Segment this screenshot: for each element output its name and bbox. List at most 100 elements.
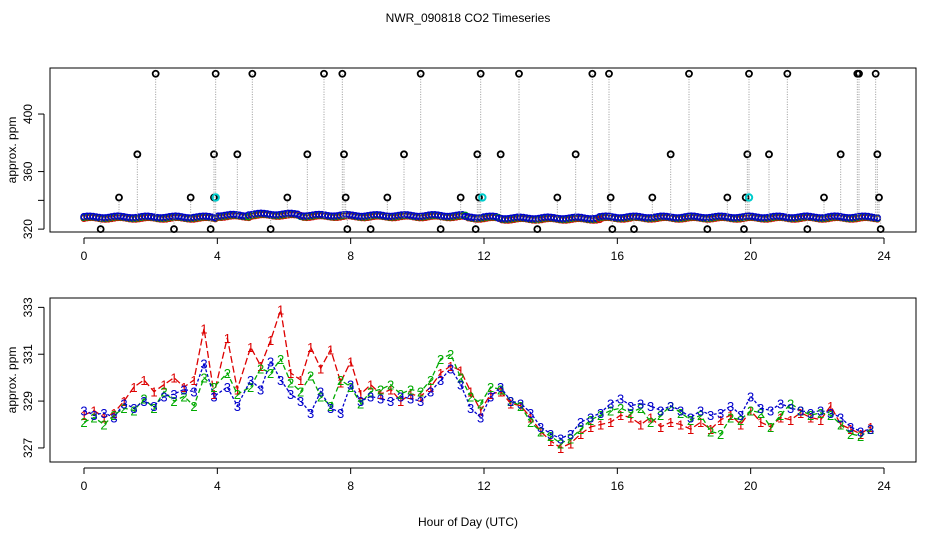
bottom-series-marker-1: 1 — [477, 403, 484, 418]
bottom-series-marker-3: 3 — [210, 389, 217, 404]
top-panel-frame — [49, 67, 917, 233]
bottom-series-marker-2: 2 — [477, 396, 484, 411]
bottom-series-marker-3: 3 — [587, 410, 594, 425]
bottom-series-marker-3: 3 — [277, 373, 284, 388]
bottom-series-marker-3: 3 — [597, 406, 604, 421]
top-outlier-point — [606, 193, 615, 202]
bottom-series-marker-1: 1 — [637, 418, 644, 433]
bottom-series-marker-3: 3 — [234, 399, 241, 414]
bottom-series-marker-2: 2 — [727, 410, 734, 425]
bottom-series-marker-2: 2 — [867, 422, 874, 437]
bottom-series-marker-3: 3 — [120, 396, 127, 411]
bottom-series-marker-3: 3 — [377, 392, 384, 407]
bottom-series-marker-3: 3 — [317, 385, 324, 400]
bottom-series-marker-1: 1 — [277, 303, 284, 318]
bottom-series-marker-1: 1 — [317, 361, 324, 376]
bottom-series-marker-3: 3 — [747, 389, 754, 404]
bottom-series-marker-1: 1 — [707, 422, 714, 437]
bottom-panel-frame — [49, 297, 917, 463]
top-x-tick-label: 0 — [81, 249, 88, 263]
bottom-series-marker-3: 3 — [180, 382, 187, 397]
bottom-series-marker-1: 1 — [467, 385, 474, 400]
top-panel-marks — [80, 69, 885, 234]
bottom-series-marker-2: 2 — [267, 366, 274, 381]
bottom-series-marker-2: 2 — [234, 387, 241, 402]
bottom-series-marker-2: 2 — [140, 392, 147, 407]
bottom-series-marker-1: 1 — [190, 373, 197, 388]
x-axis-label: Hour of Day (UTC) — [418, 515, 518, 529]
bottom-series-marker-1: 1 — [297, 373, 304, 388]
top-outlier-point — [871, 69, 880, 78]
top-panel-ylabel: approx. ppm — [5, 117, 19, 184]
bottom-series-marker-3: 3 — [577, 415, 584, 430]
bottom-series-marker-1: 1 — [557, 441, 564, 456]
bottom-series-marker-1: 1 — [160, 378, 167, 393]
bottom-series-marker-3: 3 — [667, 399, 674, 414]
top-outlier-point — [338, 69, 347, 78]
bottom-series-marker-3: 3 — [637, 396, 644, 411]
top-outlier-point — [765, 150, 773, 159]
bottom-series-marker-1: 1 — [667, 415, 674, 430]
bottom-x-tick-label: 8 — [347, 479, 354, 493]
bottom-series-marker-2: 2 — [747, 403, 754, 418]
top-outlier-point — [233, 150, 242, 159]
bottom-panel-ylabel: approx. ppm — [5, 347, 19, 414]
top-x-tick-label: 16 — [611, 249, 625, 263]
bottom-series-marker-1: 1 — [327, 343, 334, 358]
bottom-series-marker-1: 1 — [437, 366, 444, 381]
bottom-series-marker-1: 1 — [110, 406, 117, 421]
top-outlier-point — [855, 69, 863, 78]
bottom-series-marker-2: 2 — [337, 373, 344, 388]
top-outlier-point — [303, 150, 312, 159]
bottom-series-marker-3: 3 — [777, 396, 784, 411]
bottom-series-marker-2: 2 — [597, 408, 604, 423]
bottom-series-marker-3: 3 — [170, 387, 177, 402]
bottom-series-marker-2: 2 — [617, 401, 624, 416]
bottom-series-marker-3: 3 — [100, 406, 107, 421]
bottom-series-marker-3: 3 — [347, 378, 354, 393]
bottom-series-marker-3: 3 — [80, 403, 87, 418]
bottom-series-marker-2: 2 — [327, 399, 334, 414]
bottom-series-marker-1: 1 — [210, 387, 217, 402]
bottom-series-marker-3: 3 — [647, 399, 654, 414]
top-outlier-point — [836, 150, 845, 159]
top-x-tick-label: 8 — [347, 249, 354, 263]
bottom-series-marker-3: 3 — [807, 406, 814, 421]
bottom-series-marker-3: 3 — [387, 394, 394, 409]
bottom-series-marker-2: 2 — [377, 382, 384, 397]
bottom-series-marker-1: 1 — [777, 410, 784, 425]
top-outlier-point — [340, 150, 348, 159]
bottom-series-marker-1: 1 — [417, 389, 424, 404]
bottom-series-marker-2: 2 — [467, 389, 474, 404]
bottom-series-marker-1: 1 — [787, 413, 794, 428]
bottom-series-marker-3: 3 — [537, 420, 544, 435]
bottom-series-marker-1: 1 — [447, 359, 454, 374]
top-outlier-point — [320, 69, 328, 78]
bottom-series-marker-3: 3 — [190, 385, 197, 400]
bottom-series-marker-3: 3 — [337, 406, 344, 421]
bottom-series-marker-2: 2 — [367, 385, 374, 400]
bottom-series-marker-1: 1 — [577, 427, 584, 442]
top-outlier-point — [211, 69, 220, 78]
bottom-series-marker-1: 1 — [507, 396, 514, 411]
bottom-series-marker-3: 3 — [517, 396, 524, 411]
bottom-series-marker-1: 1 — [200, 321, 207, 336]
bottom-series-marker-2: 2 — [587, 413, 594, 428]
bottom-series-marker-3: 3 — [257, 382, 264, 397]
top-panel: 0 4 8 12 16 20 24 320 360 400 approx. ppm — [5, 67, 917, 263]
bottom-series-marker-1: 1 — [627, 410, 634, 425]
bottom-series-marker-2: 2 — [287, 375, 294, 390]
bottom-series-marker-2: 2 — [170, 394, 177, 409]
bottom-series-marker-3: 3 — [767, 403, 774, 418]
bottom-series-marker-2: 2 — [627, 406, 634, 421]
bottom-series-marker-3: 3 — [737, 408, 744, 423]
bottom-series-marker-1: 1 — [377, 387, 384, 402]
top-outlier-point — [820, 193, 828, 202]
bottom-series-marker-2: 2 — [577, 422, 584, 437]
top-outlier-point — [571, 150, 580, 159]
bottom-series-marker-3: 3 — [427, 385, 434, 400]
bottom-series-marker-1: 1 — [150, 385, 157, 400]
